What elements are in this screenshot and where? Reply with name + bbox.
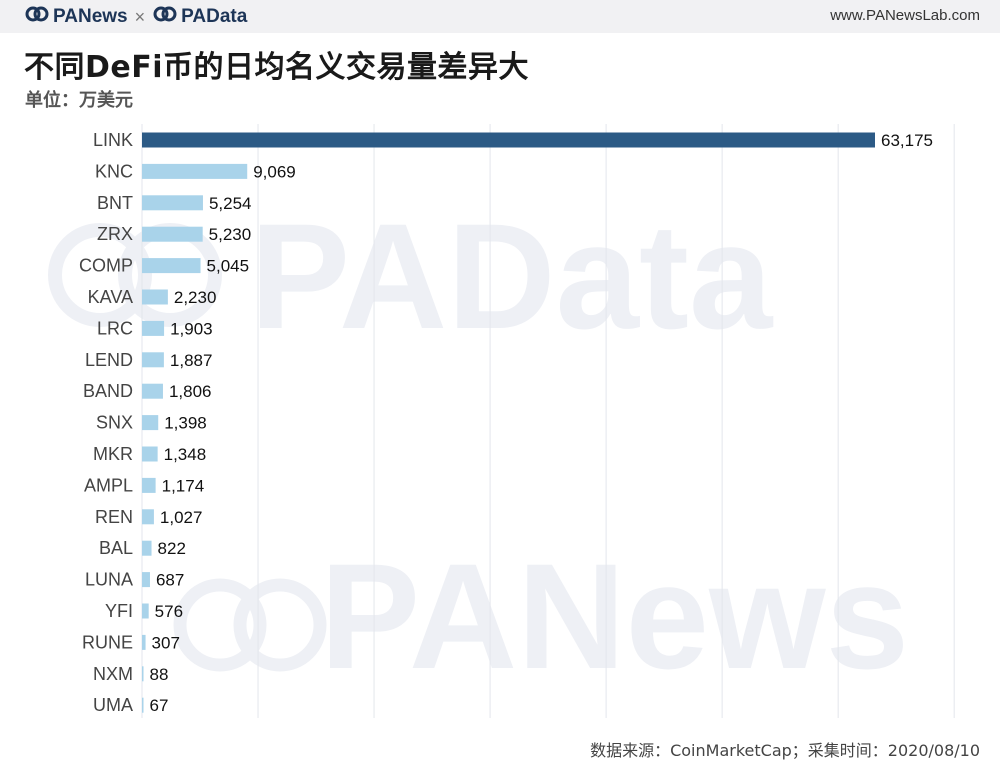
category-label: KAVA [88,287,133,307]
category-label: LUNA [85,570,133,590]
value-label: 1,027 [160,508,203,527]
bar [142,603,149,619]
value-label: 2,230 [174,288,217,307]
bar [142,163,248,179]
brand: PANews × PAData [24,5,247,29]
bar [142,132,875,148]
category-label: BNT [97,193,133,213]
category-label: LEND [85,350,133,370]
category-label: AMPL [84,475,133,495]
value-label: 5,254 [209,194,252,213]
category-label: RUNE [82,632,133,652]
bar [142,666,144,682]
category-label: LINK [93,130,133,150]
value-label: 5,045 [207,257,250,276]
category-label: NXM [93,664,133,684]
bar [142,634,146,650]
category-label: MKR [93,444,133,464]
value-label: 1,806 [169,382,212,401]
bar [142,697,144,713]
value-label: 822 [158,539,186,558]
category-label: REN [95,507,133,527]
bar [142,572,150,588]
value-label: 687 [156,571,184,590]
value-label: 576 [155,602,183,621]
unit-label: 单位：万美元 [25,90,133,111]
brand-panews: PANews [53,6,128,27]
bar [142,226,203,242]
brand-padata: PAData [181,6,248,27]
bar [142,415,159,431]
category-label: SNX [96,413,133,433]
value-label: 88 [150,665,169,684]
value-label: 63,175 [881,131,933,150]
category-label: YFI [105,601,133,621]
category-label: BAL [99,538,133,558]
category-label: ZRX [97,224,133,244]
value-label: 1,887 [170,351,213,370]
header-bar: PANews × PAData www.PANewsLab.com [0,0,1000,33]
category-label: COMP [79,256,133,276]
brand-separator: × [134,6,146,27]
bar [142,509,154,525]
category-label: LRC [97,318,133,338]
value-label: 5,230 [209,225,252,244]
page-title: 不同DeFi币的日均名义交易量差异大 [24,50,530,85]
bar [142,289,168,305]
bar [142,540,152,556]
bar [142,383,163,399]
padata-logo-icon [152,5,178,29]
value-label: 1,398 [164,414,207,433]
value-label: 67 [150,696,169,715]
value-label: 1,174 [162,476,205,495]
value-label: 1,348 [164,445,207,464]
value-label: 307 [152,633,180,652]
site-url: www.PANewsLab.com [830,7,980,24]
bar [142,320,165,336]
data-source: 数据来源：CoinMarketCap；采集时间：2020/08/10 [590,741,980,760]
bar [142,352,164,368]
category-label: KNC [95,161,133,181]
bar [142,477,156,493]
value-label: 1,903 [170,319,213,338]
category-label: BAND [83,381,133,401]
panews-logo-icon [24,5,50,29]
bar [142,258,201,274]
watermark-logo-icon [170,570,330,684]
bar [142,195,203,211]
value-label: 9,069 [253,162,296,181]
bar [142,446,158,462]
category-label: UMA [93,695,133,715]
